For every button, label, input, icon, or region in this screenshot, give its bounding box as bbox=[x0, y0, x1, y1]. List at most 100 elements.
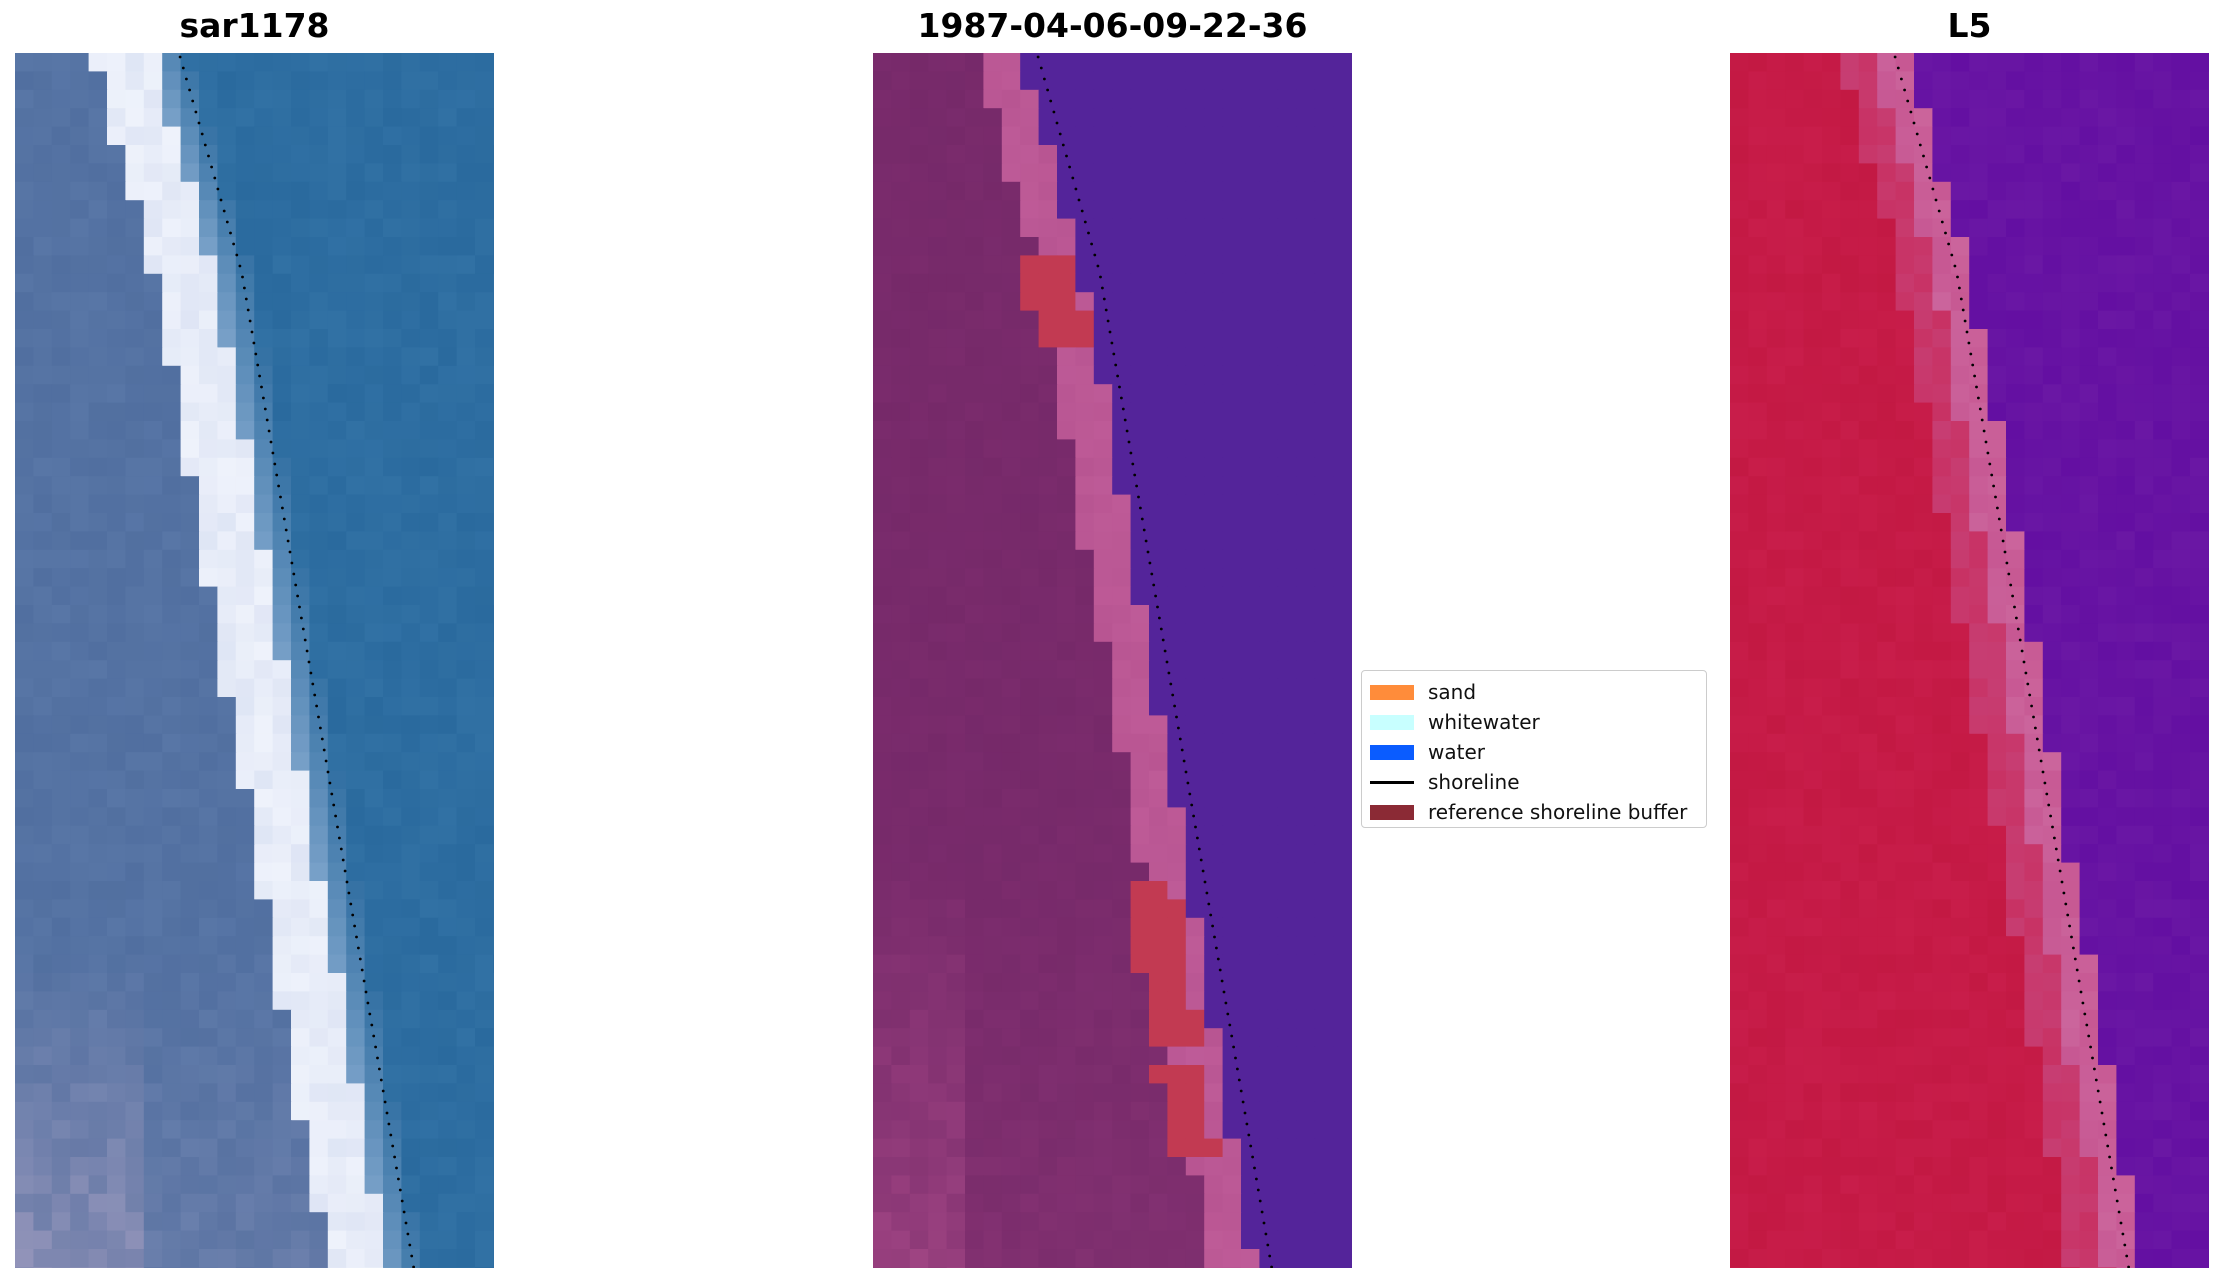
image-pixel bbox=[70, 954, 90, 974]
image-pixel bbox=[1840, 329, 1860, 348]
image-pixel bbox=[1277, 605, 1297, 624]
image-pixel bbox=[1766, 384, 1786, 404]
image-pixel bbox=[1038, 807, 1058, 827]
image-pixel bbox=[909, 89, 929, 109]
image-pixel bbox=[180, 1212, 200, 1232]
image-pixel bbox=[1333, 531, 1352, 551]
image-pixel bbox=[309, 954, 329, 974]
image-pixel bbox=[2190, 163, 2209, 183]
image-pixel bbox=[946, 549, 966, 569]
image-pixel bbox=[946, 1157, 966, 1176]
image-pixel bbox=[162, 218, 182, 238]
image-pixel bbox=[180, 1138, 200, 1158]
image-pixel bbox=[2042, 568, 2062, 588]
image-pixel bbox=[1296, 789, 1316, 808]
image-pixel bbox=[1075, 310, 1095, 330]
image-pixel bbox=[1296, 917, 1316, 937]
image-pixel bbox=[2190, 641, 2209, 661]
image-pixel bbox=[1277, 365, 1297, 385]
image-pixel bbox=[1730, 402, 1749, 422]
image-pixel bbox=[2190, 421, 2209, 440]
image-pixel bbox=[1001, 1157, 1021, 1176]
image-pixel bbox=[1075, 531, 1095, 551]
image-pixel bbox=[1167, 917, 1187, 937]
image-pixel bbox=[456, 273, 476, 293]
image-pixel bbox=[873, 310, 892, 330]
image-pixel bbox=[2079, 126, 2099, 146]
image-pixel bbox=[346, 1065, 366, 1084]
image-pixel bbox=[1351, 108, 1352, 128]
image-pixel bbox=[1314, 789, 1334, 808]
image-pixel bbox=[291, 678, 310, 698]
image-pixel bbox=[327, 973, 347, 992]
image-pixel bbox=[983, 1009, 1003, 1029]
image-pixel bbox=[291, 1175, 310, 1195]
image-pixel bbox=[162, 954, 182, 974]
image-pixel bbox=[15, 1028, 34, 1048]
image-pixel bbox=[2006, 310, 2025, 330]
image-pixel bbox=[235, 53, 255, 72]
image-pixel bbox=[2024, 310, 2044, 330]
image-pixel bbox=[272, 1175, 292, 1195]
image-pixel bbox=[2116, 513, 2136, 532]
image-pixel bbox=[291, 697, 310, 716]
image-pixel bbox=[143, 936, 163, 956]
image-pixel bbox=[2006, 163, 2025, 183]
image-pixel bbox=[199, 292, 218, 312]
image-pixel bbox=[2208, 605, 2209, 624]
image-pixel bbox=[1730, 310, 1749, 330]
image-pixel bbox=[1877, 439, 1897, 459]
image-pixel bbox=[33, 917, 53, 937]
image-pixel bbox=[1001, 439, 1021, 459]
image-pixel bbox=[1167, 1120, 1187, 1140]
image-pixel bbox=[1167, 421, 1187, 440]
image-pixel bbox=[1969, 715, 1989, 735]
image-pixel bbox=[51, 752, 71, 772]
image-pixel bbox=[364, 770, 384, 790]
image-pixel bbox=[180, 549, 200, 569]
image-pixel bbox=[1969, 421, 1989, 440]
image-pixel bbox=[1038, 89, 1058, 109]
image-pixel bbox=[928, 623, 948, 643]
image-pixel bbox=[383, 697, 402, 716]
image-pixel bbox=[1093, 71, 1113, 91]
image-pixel bbox=[51, 181, 71, 201]
image-pixel bbox=[33, 807, 53, 827]
image-pixel bbox=[2079, 347, 2099, 367]
image-pixel bbox=[873, 329, 892, 348]
image-pixel bbox=[1803, 476, 1823, 496]
shoreline-dot bbox=[315, 704, 318, 708]
image-pixel bbox=[983, 549, 1003, 569]
image-pixel bbox=[1333, 807, 1352, 827]
image-pixel bbox=[946, 678, 966, 698]
image-pixel bbox=[1932, 384, 1952, 404]
image-pixel bbox=[928, 255, 948, 275]
image-pixel bbox=[272, 1009, 292, 1029]
image-pixel bbox=[1277, 991, 1297, 1011]
image-pixel bbox=[475, 1065, 494, 1084]
image-pixel bbox=[327, 678, 347, 698]
image-pixel bbox=[1351, 237, 1352, 256]
image-pixel bbox=[162, 89, 182, 109]
image-pixel bbox=[873, 513, 892, 532]
image-pixel bbox=[928, 1083, 948, 1103]
image-pixel bbox=[1112, 108, 1132, 128]
image-pixel bbox=[2190, 402, 2209, 422]
image-pixel bbox=[51, 255, 71, 275]
image-pixel bbox=[364, 126, 384, 146]
image-pixel bbox=[346, 641, 366, 661]
image-pixel bbox=[909, 513, 929, 532]
image-pixel bbox=[1149, 1046, 1168, 1066]
image-pixel bbox=[364, 384, 384, 404]
image-pixel bbox=[2024, 605, 2044, 624]
image-pixel bbox=[1222, 1175, 1242, 1195]
image-pixel bbox=[419, 605, 439, 624]
image-pixel bbox=[1093, 605, 1113, 624]
image-pixel bbox=[162, 752, 182, 772]
image-pixel bbox=[873, 789, 892, 808]
image-pixel bbox=[346, 1193, 366, 1213]
image-pixel bbox=[1057, 973, 1076, 992]
image-pixel bbox=[1895, 71, 1915, 91]
image-pixel bbox=[1785, 715, 1805, 735]
image-pixel bbox=[2061, 697, 2081, 716]
